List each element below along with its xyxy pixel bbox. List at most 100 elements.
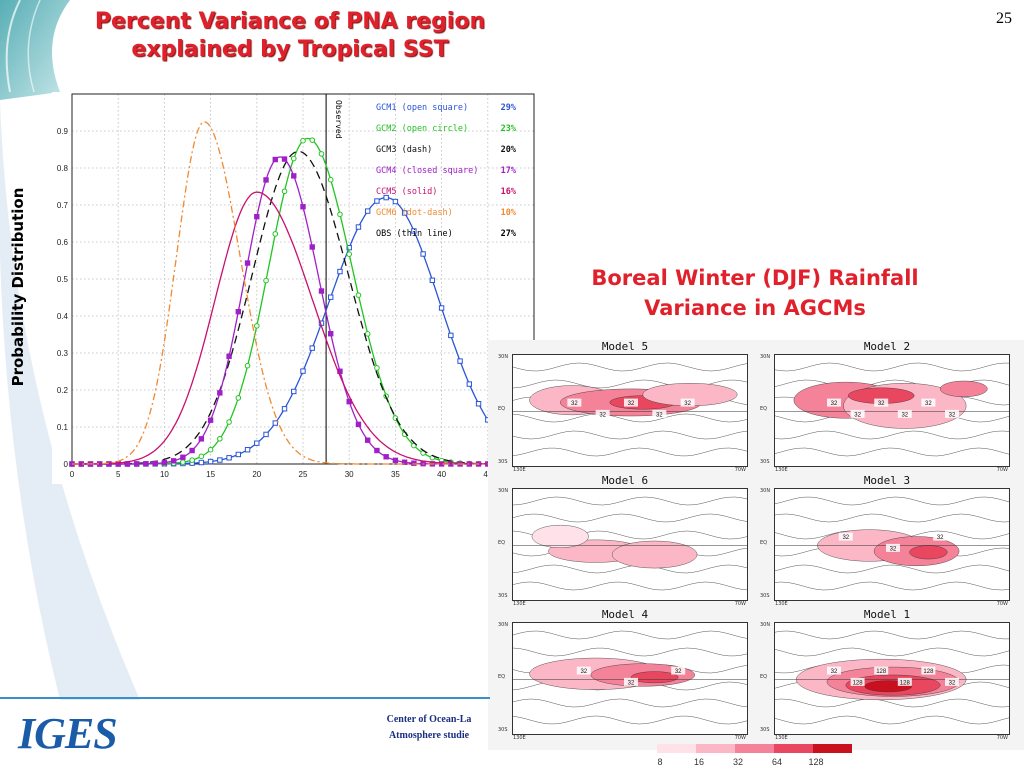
colorbar-swatch xyxy=(735,744,774,753)
latitude-label: EQ xyxy=(760,674,768,680)
contour-value: 32 xyxy=(890,546,897,552)
data-point xyxy=(244,447,251,453)
y-tick-label: 0.1 xyxy=(57,423,69,432)
data-point xyxy=(337,211,343,218)
y-tick-label: 0.5 xyxy=(57,275,69,284)
contour-value: 32 xyxy=(854,412,861,418)
y-tick-label: 0.2 xyxy=(57,386,69,395)
longitude-label: 130E xyxy=(775,467,788,473)
contour-line xyxy=(775,496,1009,506)
latitude-label: 30N xyxy=(498,488,509,494)
data-point xyxy=(272,156,278,163)
contour-value-bg xyxy=(595,409,610,418)
contour-value-bg xyxy=(874,666,889,675)
legend-entry-percent: 27% xyxy=(501,229,517,239)
data-point xyxy=(254,323,260,329)
colorbar-tick-label: 128 xyxy=(808,757,823,767)
colorbar-tick-label: 16 xyxy=(694,757,704,767)
colorbar-tick-label: 8 xyxy=(657,757,662,767)
latitude-label: 30S xyxy=(498,727,508,733)
x-tick-label: 20 xyxy=(252,470,261,479)
data-point xyxy=(291,388,297,395)
colorbar-swatch xyxy=(696,744,735,753)
data-point xyxy=(448,332,454,339)
data-point xyxy=(364,331,371,337)
data-point xyxy=(207,458,214,465)
data-point xyxy=(438,305,445,311)
data-point xyxy=(374,198,380,204)
data-point xyxy=(327,176,334,183)
latitude-label: 30N xyxy=(760,488,771,494)
map-contours: 32 32 32 xyxy=(775,496,1009,591)
data-point xyxy=(383,194,389,201)
latitude-label: 30S xyxy=(760,459,770,465)
legend-entry-name: GCM1 (open square) xyxy=(376,103,468,113)
contour-value: 32 xyxy=(831,669,838,675)
longitude-label: 130E xyxy=(513,735,526,741)
contour-line xyxy=(513,581,747,591)
latitude-label: 30N xyxy=(498,354,509,360)
contour-value-bg xyxy=(933,532,948,541)
data-point xyxy=(281,406,288,412)
contour-line xyxy=(775,447,1009,457)
variance-region xyxy=(909,545,948,560)
contour-value-bg xyxy=(671,666,686,675)
map-area: 32 32 32 32 32 xyxy=(512,354,748,467)
footer-line-1: Center of Ocean-La xyxy=(386,714,472,725)
chart-ticks: 0510152025303540455000.10.20.30.40.50.60… xyxy=(57,93,536,479)
legend-entry-name: GCM6 (dot-dash) xyxy=(376,208,453,218)
contour-value: 128 xyxy=(853,680,864,686)
data-point xyxy=(180,459,186,465)
data-point xyxy=(281,156,288,162)
iges-logo: IGES xyxy=(18,709,118,758)
data-point xyxy=(189,457,195,463)
legend-entry-percent: 16% xyxy=(501,187,517,197)
contour-line xyxy=(775,647,1009,657)
data-point xyxy=(300,204,306,210)
contour-line xyxy=(513,413,747,423)
latitude-label: EQ xyxy=(760,540,768,546)
contour-value: 32 xyxy=(628,680,635,686)
data-point xyxy=(300,368,306,374)
x-tick-label: 15 xyxy=(206,470,215,479)
contour-value-bg xyxy=(850,409,865,418)
x-tick-label: 10 xyxy=(160,470,169,479)
data-point xyxy=(235,451,242,458)
map-area: 32 32 32 32 32 32 xyxy=(774,354,1010,467)
legend-entry-percent: 29% xyxy=(501,103,517,113)
data-point xyxy=(161,459,168,466)
y-tick-label: 0.7 xyxy=(57,201,69,210)
data-point xyxy=(143,461,149,467)
variance-region xyxy=(939,380,988,398)
data-point xyxy=(309,244,315,250)
data-point xyxy=(198,453,205,460)
observed-label: Observed xyxy=(334,100,343,139)
contour-value: 32 xyxy=(949,680,956,686)
data-point xyxy=(300,137,306,144)
data-point xyxy=(263,431,269,438)
data-point xyxy=(346,251,353,257)
contour-line xyxy=(775,698,1009,708)
contour-value: 32 xyxy=(901,412,908,418)
longitude-label: 70W xyxy=(734,467,746,473)
x-tick-label: 40 xyxy=(437,470,446,479)
footer-divider xyxy=(0,697,490,699)
contour-value-bg xyxy=(567,398,582,407)
legend-entry-name: GCM3 (dash) xyxy=(376,145,432,155)
x-tick-label: 5 xyxy=(116,470,121,479)
legend-entry-percent: 23% xyxy=(501,124,517,134)
data-point xyxy=(383,454,389,460)
data-point xyxy=(226,419,232,425)
longitude-label: 70W xyxy=(996,735,1008,741)
contour-value-bg xyxy=(945,677,959,686)
data-point xyxy=(457,358,463,364)
latitude-label: 30S xyxy=(760,593,770,599)
data-point xyxy=(355,224,362,230)
y-tick-label: 0.8 xyxy=(57,164,69,173)
contour-value: 32 xyxy=(580,669,587,675)
data-point xyxy=(309,345,315,351)
data-point xyxy=(235,308,242,315)
latitude-label: 30S xyxy=(498,593,508,599)
contour-value: 32 xyxy=(925,401,932,407)
